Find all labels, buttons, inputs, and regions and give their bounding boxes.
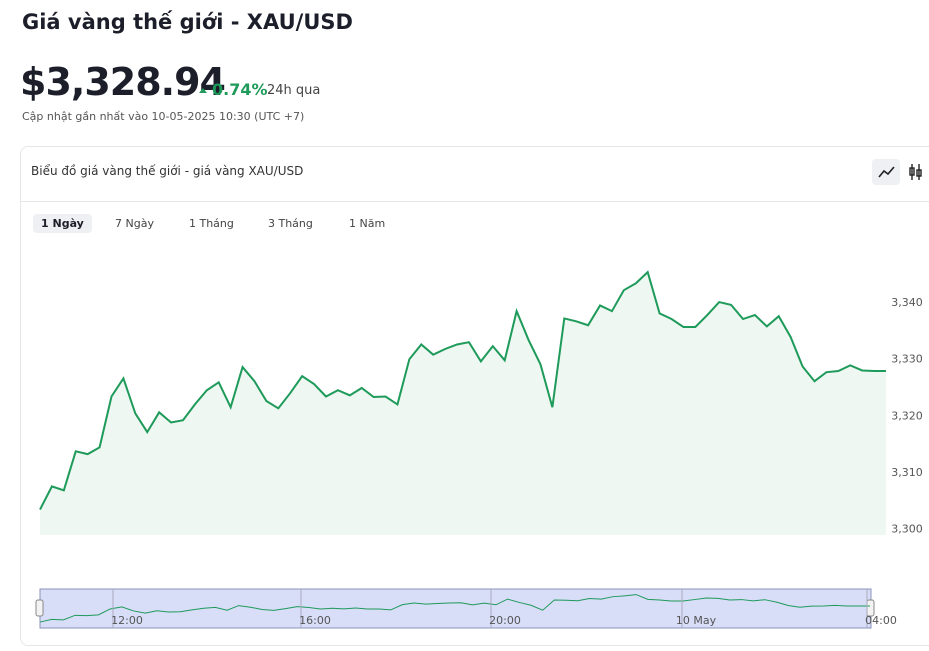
updated: Cập nhật gần nhất vào 10-05-2025 10:30 (…	[22, 110, 305, 123]
y-tick-label: 3,300	[891, 522, 923, 535]
line	[39, 270, 886, 511]
tab[interactable]: 1 Năm	[349, 217, 386, 230]
change: 0.74%	[212, 80, 268, 99]
divider	[20, 201, 929, 202]
tab[interactable]: 1 Tháng	[189, 217, 234, 230]
navigator-label: 12:00	[111, 614, 143, 627]
tab[interactable]: 7 Ngày	[115, 217, 154, 230]
navigator[interactable]	[39, 588, 872, 629]
card-title: Biểu đồ giá vàng thế giới - giá vàng XAU…	[31, 164, 304, 178]
navigator-label: 16:00	[299, 614, 331, 627]
navigator-handle[interactable]	[35, 599, 44, 617]
page-title: Giá vàng thế giới - XAU/USD	[22, 10, 353, 34]
period: 24h qua	[267, 83, 321, 98]
area	[40, 272, 886, 535]
up-arrow	[199, 88, 207, 93]
candle-icon[interactable]	[909, 164, 922, 180]
y-tick-label: 3,310	[891, 466, 923, 479]
line-icon	[878, 166, 895, 178]
navigator-label: 04:00	[865, 614, 897, 627]
y-tick-label: 3,320	[891, 409, 923, 422]
y-tick-label: 3,340	[891, 296, 923, 309]
chart-card	[20, 146, 929, 646]
navigator-label: 10 May	[676, 614, 717, 627]
navigator-label: 20:00	[489, 614, 521, 627]
price: $3,328.94	[20, 60, 226, 104]
tab[interactable]: 3 Tháng	[268, 217, 313, 230]
navigator-line	[39, 594, 870, 623]
y-tick-label: 3,330	[891, 353, 923, 366]
tab[interactable]: 1 Ngày	[33, 214, 92, 233]
